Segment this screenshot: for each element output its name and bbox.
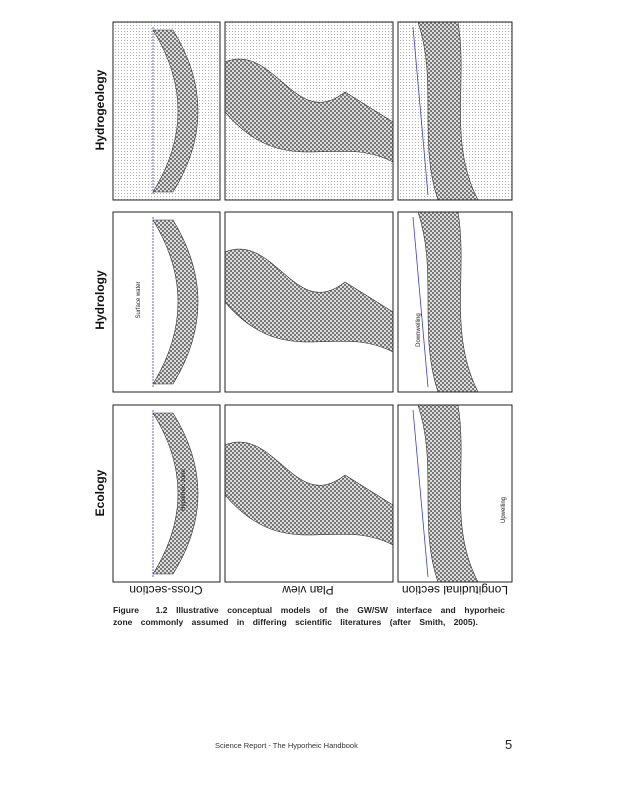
panel-note: Hyporheic zone (181, 468, 187, 510)
column-label: Longitudinal section (402, 583, 508, 597)
channel-band (224, 441, 394, 546)
water-line (412, 216, 429, 388)
stream-band (417, 404, 479, 583)
panel-frame (112, 404, 221, 583)
panel-frame (397, 404, 513, 583)
panel-frame (397, 211, 513, 393)
panel-note: Surface water (136, 281, 142, 318)
hyporheic-band (152, 412, 199, 575)
column-label: Plan view (282, 583, 334, 597)
panel-frame (224, 21, 394, 201)
panel-frame (112, 21, 221, 201)
row-label: Ecology (93, 469, 107, 516)
figure-caption: Figure 1.2 Illustrative conceptual model… (113, 604, 505, 628)
panel-frame (224, 211, 394, 393)
panel-grid (112, 21, 513, 583)
hyporheic-band (152, 219, 199, 385)
panel-note: Downwelling (416, 313, 422, 347)
water-line (412, 409, 429, 578)
hyporheic-band (152, 29, 199, 193)
panel-frame (397, 21, 513, 201)
water-line (412, 26, 429, 196)
page-number: 5 (505, 737, 513, 752)
column-label: Cross-section (129, 583, 202, 597)
caption-text: Illustrative conceptual models of the GW… (113, 605, 505, 627)
row-label: Hydrology (93, 270, 107, 330)
panel-frame (112, 211, 221, 393)
channel-band (224, 248, 394, 353)
row-label: Hydrogeology (93, 69, 107, 150)
footer-text: Science Report - The Hyporheic Handbook (215, 741, 358, 750)
panel-note: Upwelling (501, 497, 507, 523)
stream-band (417, 211, 479, 393)
caption-label: Figure 1.2 (113, 605, 168, 615)
panel-frame (224, 404, 394, 583)
